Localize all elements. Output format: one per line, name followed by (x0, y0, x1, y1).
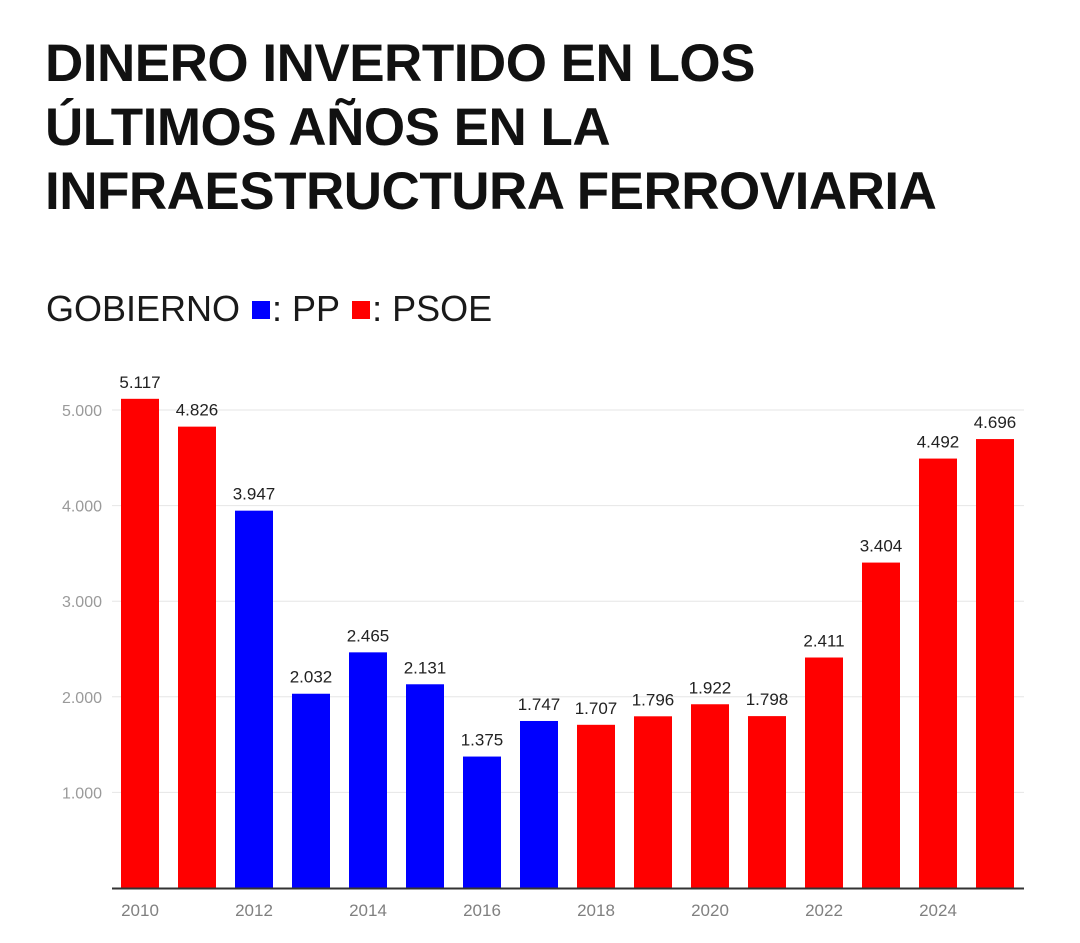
x-tick-label: 2024 (919, 901, 957, 920)
bar-2012 (235, 510, 273, 888)
data-label-2015: 2.131 (404, 658, 447, 677)
data-label-2022: 2.411 (803, 632, 844, 651)
chart-title: DINERO INVERTIDO EN LOS ÚLTIMOS AÑOS EN … (45, 32, 1055, 224)
x-tick-label: 2012 (235, 901, 273, 920)
x-tick-label: 2014 (349, 901, 387, 920)
legend-prefix: GOBIERNO (46, 288, 241, 329)
x-tick-label: 2010 (121, 901, 159, 920)
data-label-2012: 3.947 (233, 485, 276, 504)
bar-2022 (805, 657, 843, 888)
legend-swatch-pp (252, 301, 271, 319)
data-label-2025: 4.696 (974, 413, 1017, 432)
data-label-2010: 5.117 (119, 373, 160, 392)
bar-2016 (463, 756, 501, 888)
legend-label-pp: : PP (272, 288, 341, 329)
bar-chart: 1.000 2.000 3.000 4.000 5.000 5.117 4.826 3.94… (62, 373, 1024, 920)
x-tick-label: 2020 (691, 901, 729, 920)
legend: GOBIERNO : PP : PSOE (46, 288, 492, 330)
x-tick-label: 2018 (577, 901, 615, 920)
data-label-2018: 1.707 (575, 699, 618, 718)
legend-label-psoe: : PSOE (372, 288, 493, 329)
data-label-2013: 2.032 (290, 668, 333, 687)
bar-2025 (976, 439, 1014, 888)
bar-2023 (862, 562, 900, 888)
title-line-3: INFRAESTRUCTURA FERROVIARIA (45, 162, 937, 221)
data-label-2023: 3.404 (860, 537, 903, 556)
bar-2024 (919, 458, 957, 888)
bar-2015 (406, 684, 444, 888)
title-line-1: DINERO INVERTIDO EN LOS (45, 34, 755, 93)
x-tick-label: 2016 (463, 901, 501, 920)
x-axis-ticks: 2010 2012 2014 2016 2018 2020 2022 2024 (121, 901, 957, 920)
bars (121, 398, 1014, 888)
bar-2018 (577, 724, 615, 888)
x-tick-label: 2022 (805, 901, 843, 920)
legend-swatch-psoe (352, 301, 371, 319)
bar-2020 (691, 704, 729, 888)
data-label-2017: 1.747 (518, 695, 561, 714)
data-label-2021: 1.798 (746, 690, 789, 709)
bar-2010 (121, 398, 159, 888)
bar-2017 (520, 720, 558, 888)
data-label-2020: 1.922 (689, 678, 732, 697)
title-line-2: ÚLTIMOS AÑOS EN LA (45, 98, 611, 157)
bar-2019 (634, 716, 672, 888)
bar-2013 (292, 693, 330, 888)
y-tick-label: 2.000 (62, 690, 102, 707)
bar-2014 (349, 652, 387, 888)
bar-2011 (178, 426, 216, 888)
y-axis-ticks: 1.000 2.000 3.000 4.000 5.000 (62, 403, 102, 802)
data-label-2011: 4.826 (176, 401, 219, 420)
data-labels: 5.117 4.826 3.947 2.032 2.465 2.131 1.375 1.747… (119, 373, 1016, 750)
y-tick-label: 3.000 (62, 594, 102, 611)
data-label-2016: 1.375 (461, 731, 504, 750)
bar-2021 (748, 716, 786, 888)
data-label-2019: 1.796 (632, 690, 675, 709)
y-tick-label: 4.000 (62, 499, 102, 516)
y-tick-label: 5.000 (62, 403, 102, 420)
data-label-2014: 2.465 (347, 626, 390, 645)
data-label-2024: 4.492 (917, 433, 960, 452)
y-tick-label: 1.000 (62, 785, 102, 802)
